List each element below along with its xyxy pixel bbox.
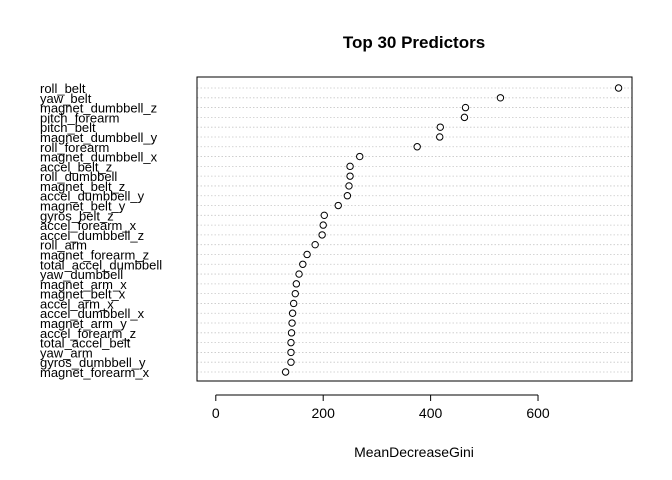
predictor-labels: roll_beltyaw_beltmagnet_dumbbell_zpitch_… (40, 81, 162, 380)
data-point (291, 289, 299, 298)
data-point (289, 299, 298, 308)
data-point (461, 103, 470, 112)
predictor-label: magnet_dumbbell_y (40, 130, 158, 145)
predictor-label: magnet_belt_y (40, 199, 126, 214)
predictor-label: roll_belt (40, 81, 86, 96)
data-point (295, 270, 303, 278)
predictor-label: yaw_belt (40, 91, 92, 106)
predictor-label: magnet_belt_x (40, 287, 126, 302)
data-point (288, 319, 296, 327)
predictor-label: total_accel_belt (40, 336, 131, 351)
data-point (614, 84, 623, 92)
data-point (281, 368, 290, 376)
predictor-label: accel_dumbbell_x (40, 306, 145, 321)
predictor-label: accel_belt_z (40, 159, 112, 174)
predictor-label: gyros_belt_z (40, 208, 114, 223)
data-point (346, 172, 354, 180)
predictor-label: magnet_belt_z (40, 179, 125, 194)
predictor-label: magnet_forearm_z (40, 247, 149, 262)
predictor-label: magnet_dumbbell_x (40, 150, 158, 165)
plot-frame (196, 76, 633, 382)
chart-title: Top 30 Predictors (343, 33, 485, 52)
data-point (436, 123, 444, 131)
data-point (287, 329, 296, 337)
predictor-label: pitch_belt (40, 120, 96, 135)
data-point (356, 152, 364, 161)
predictor-label: magnet_arm_y (40, 316, 127, 331)
data-point (287, 358, 295, 366)
predictor-label: magnet_forearm_x (40, 365, 150, 380)
predictor-label: roll_arm (40, 238, 87, 253)
data-point (436, 133, 444, 141)
x-tick-label: 200 (312, 405, 336, 421)
predictor-label: accel_forearm_x (40, 218, 137, 233)
data-point (318, 231, 326, 239)
predictor-label: pitch_forearm (40, 110, 119, 125)
data-point (292, 280, 301, 288)
data-point (343, 192, 352, 200)
data-point (288, 309, 297, 317)
data-point (287, 338, 295, 347)
predictor-label: total_accel_dumbbell (40, 257, 162, 272)
x-axis-label: MeanDecreaseGini (354, 444, 474, 460)
x-tick-label: 400 (419, 405, 443, 421)
data-point (334, 201, 342, 210)
predictor-label: magnet_dumbbell_z (40, 101, 157, 116)
x-tick-label: 600 (526, 405, 550, 421)
predictor-label: accel_dumbbell_z (40, 228, 144, 243)
predictor-label: accel_forearm_z (40, 326, 136, 341)
data-points (281, 84, 623, 376)
data-point (496, 94, 505, 102)
guide-lines (197, 87, 632, 373)
data-point (311, 240, 319, 249)
predictor-label: accel_dumbbell_y (40, 189, 145, 204)
data-point (303, 250, 311, 259)
data-point (320, 211, 328, 220)
data-point (346, 162, 354, 171)
data-point (287, 348, 295, 357)
x-tick-label: 0 (212, 405, 220, 421)
data-point (345, 182, 353, 190)
data-point (460, 113, 469, 122)
data-point (319, 221, 327, 229)
data-point (299, 260, 307, 268)
predictor-label: magnet_arm_x (40, 277, 127, 292)
data-point (413, 143, 421, 151)
predictor-label: accel_arm_x (40, 296, 114, 311)
predictor-label: gyros_dumbbell_y (40, 355, 146, 370)
predictor-label: yaw_arm (40, 345, 93, 360)
predictor-label: yaw_dumbbell (40, 267, 123, 282)
predictor-label: roll_forearm (40, 140, 109, 155)
x-axis: 0 200 400 600 (212, 394, 550, 421)
predictor-label: roll_dumbbell (40, 169, 117, 184)
